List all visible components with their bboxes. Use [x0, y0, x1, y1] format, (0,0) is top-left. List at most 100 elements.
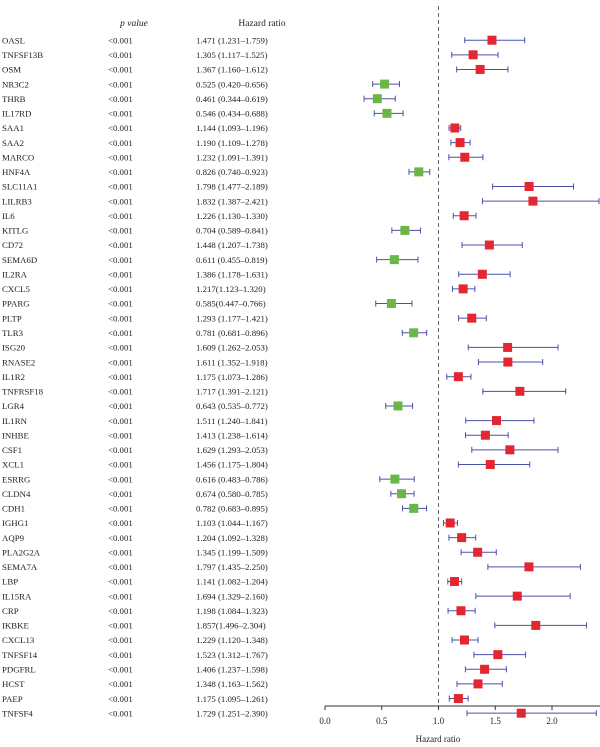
- gene-label: PPARG: [2, 299, 30, 309]
- p-value-cell: <0.001: [108, 460, 133, 470]
- gene-label: IL2RA: [2, 269, 28, 279]
- gene-label: IKBKE: [2, 621, 29, 631]
- hazard-ratio-cell: 1.797 (1.435–2.250): [196, 562, 268, 572]
- gene-label: INHBE: [2, 430, 29, 440]
- p-value-cell: <0.001: [108, 489, 133, 499]
- p-value-cell: <0.001: [108, 50, 133, 60]
- gene-label: IGHG1: [2, 518, 28, 528]
- hazard-ratio-marker: [386, 299, 396, 309]
- p-value-cell: <0.001: [108, 255, 133, 265]
- gene-label: XCL1: [2, 460, 24, 470]
- hazard-ratio-cell: 0.611 (0.455–0.819): [196, 255, 268, 265]
- hazard-ratio-marker: [524, 562, 534, 572]
- hazard-ratio-cell: 1.204 (1.092–1.328): [196, 533, 268, 543]
- hazard-ratio-marker: [453, 694, 463, 704]
- hazard-ratio-cell: 0.546 (0.434–0.688): [196, 109, 268, 119]
- gene-label: TNFSF13B: [2, 50, 43, 60]
- table-rows: OASL <0.001 1.471 (1.231–1.759) TNFSF13B <0.…: [2, 35, 268, 718]
- p-value-cell: <0.001: [108, 533, 133, 543]
- p-value-cell: <0.001: [108, 182, 133, 192]
- p-value-cell: <0.001: [108, 474, 133, 484]
- hazard-ratio-cell: 1.448 (1.207–1.738): [196, 240, 268, 250]
- p-value-cell: <0.001: [108, 694, 133, 704]
- hazard-ratio-marker: [450, 577, 460, 587]
- gene-label: SLC11A1: [2, 182, 37, 192]
- gene-label: IL15RA: [2, 591, 32, 601]
- gene-label: SEMA6D: [2, 255, 37, 265]
- gene-label: KITLG: [2, 226, 29, 236]
- hazard-ratio-cell: 1.217(1.123–1.320): [196, 284, 266, 294]
- hazard-ratio-marker: [515, 386, 525, 396]
- gene-label: RNASE2: [2, 357, 35, 367]
- hazard-ratio-marker: [390, 474, 400, 484]
- hazard-ratio-marker: [445, 518, 455, 528]
- hazard-ratio-marker: [450, 123, 460, 133]
- hazard-ratio-marker: [480, 664, 490, 674]
- hazard-ratio-cell: 1.226 (1.130–1.330): [196, 211, 268, 221]
- hazard-ratio-header: Hazard ratio: [238, 19, 285, 29]
- gene-label: CD72: [2, 240, 23, 250]
- p-value-cell: <0.001: [108, 416, 133, 426]
- hazard-ratio-marker: [516, 708, 526, 718]
- hazard-ratio-marker: [505, 445, 515, 455]
- hazard-ratio-marker: [491, 416, 501, 426]
- hazard-ratio-cell: 0.674 (0.580–0.785): [196, 489, 268, 499]
- hazard-ratio-marker: [503, 357, 513, 367]
- gene-label: CXCL5: [2, 284, 30, 294]
- gene-label: TLR3: [2, 328, 24, 338]
- hazard-ratio-marker: [456, 606, 466, 616]
- hazard-ratio-cell: 1.293 (1.177–1.421): [196, 313, 268, 323]
- hazard-ratio-marker: [468, 50, 478, 60]
- p-value-cell: <0.001: [108, 79, 133, 89]
- hazard-ratio-cell: 0.782 (0.683–0.895): [196, 504, 268, 514]
- p-value-cell: <0.001: [108, 679, 133, 689]
- hazard-ratio-cell: 1.511 (1.240–1.841): [196, 416, 268, 426]
- hazard-ratio-marker: [477, 269, 487, 279]
- gene-label: PLTP: [2, 313, 22, 323]
- hazard-ratio-marker: [484, 240, 494, 250]
- gene-label: SEMA7A: [2, 562, 38, 572]
- gene-label: CSF1: [2, 445, 22, 455]
- gene-label: SAA2: [2, 138, 24, 148]
- gene-label: LGR4: [2, 401, 25, 411]
- p-value-cell: <0.001: [108, 664, 133, 674]
- hazard-ratio-marker: [475, 64, 485, 74]
- p-value-cell: <0.001: [108, 606, 133, 616]
- hazard-ratio-cell: 1.629 (1.293–2.053): [196, 445, 268, 455]
- hazard-ratio-cell: 1.305 (1.117–1.525): [196, 50, 268, 60]
- hazard-ratio-cell: 1.367 (1.160–1.612): [196, 65, 268, 75]
- p-value-cell: <0.001: [108, 299, 133, 309]
- p-value-cell: <0.001: [108, 328, 133, 338]
- p-value-cell: <0.001: [108, 94, 133, 104]
- hazard-ratio-cell: 1.232 (1.091–1.391): [196, 152, 268, 162]
- hazard-ratio-cell: 1.141 (1.082–1.204): [196, 577, 268, 587]
- p-value-cell: <0.001: [108, 167, 133, 177]
- gene-label: ISG20: [2, 343, 26, 353]
- hazard-ratio-marker: [467, 313, 477, 323]
- hazard-ratio-cell: 0.461 (0.344–0.619): [196, 94, 268, 104]
- hazard-ratio-marker: [459, 211, 469, 221]
- p-value-cell: <0.001: [108, 65, 133, 75]
- hazard-ratio-cell: 1.348 (1.163–1.562): [196, 679, 268, 689]
- gene-label: CXCL13: [2, 635, 35, 645]
- hazard-ratio-cell: 0.616 (0.483–0.786): [196, 474, 268, 484]
- p-value-cell: <0.001: [108, 138, 133, 148]
- hazard-ratio-marker: [372, 94, 382, 104]
- gene-label: PLA2G2A: [2, 547, 41, 557]
- hazard-ratio-marker: [459, 635, 469, 645]
- hazard-ratio-cell: 0.525 (0.420–0.656): [196, 79, 268, 89]
- gene-label: THRB: [2, 94, 26, 104]
- hazard-ratio-marker: [485, 459, 495, 469]
- p-value-cell: <0.001: [108, 240, 133, 250]
- p-value-cell: <0.001: [108, 343, 133, 353]
- plot-area: [363, 6, 600, 718]
- gene-label: IL17RD: [2, 109, 31, 119]
- gene-label: PDGFRL: [2, 664, 36, 674]
- x-tick-label: 0.5: [376, 716, 388, 726]
- hazard-ratio-marker: [528, 196, 538, 206]
- gene-label: TNFSF4: [2, 708, 33, 718]
- hazard-ratio-cell: 1.857(1.496–2.304): [196, 621, 266, 631]
- x-axis: Hazard ratio 0.0 0.5 1.0 1.5 2.0: [319, 705, 600, 744]
- hazard-ratio-marker: [457, 533, 467, 543]
